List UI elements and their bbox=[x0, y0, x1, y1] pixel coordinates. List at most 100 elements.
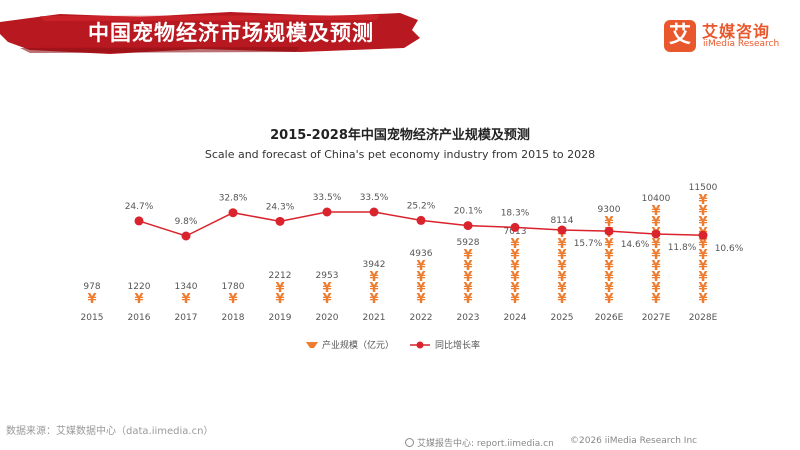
logo-english-name: iiMedia Research bbox=[703, 39, 780, 49]
legend-bar-label: 产业规模（亿元） bbox=[322, 339, 394, 351]
x-axis-tick-label: 2022 bbox=[410, 313, 433, 323]
legend-line-marker bbox=[416, 341, 424, 349]
bar-symbol: ¥ bbox=[463, 259, 472, 274]
bar-symbol: ¥ bbox=[651, 215, 660, 230]
bar-symbol: ¥ bbox=[510, 270, 519, 285]
bar-symbol: ¥ bbox=[698, 215, 707, 230]
growth-rate-label: 11.8% bbox=[668, 243, 697, 253]
page-title: 中国宠物经济市场规模及预测 bbox=[88, 21, 374, 45]
bar-symbol: ¥ bbox=[651, 292, 660, 307]
x-axis-tick-label: 2025 bbox=[551, 313, 574, 323]
bar-symbol: ¥ bbox=[604, 270, 613, 285]
growth-rate-point bbox=[604, 226, 614, 236]
bar-symbol: ¥ bbox=[698, 292, 707, 307]
x-axis-tick-label: 2023 bbox=[457, 313, 480, 323]
growth-rate-label: 15.7% bbox=[574, 239, 603, 249]
bar-symbol: ¥ bbox=[275, 292, 284, 307]
growth-rate-label: 20.1% bbox=[454, 207, 483, 217]
bar-2015: ¥ bbox=[87, 292, 96, 307]
bar-2024: ¥¥¥¥¥¥ bbox=[510, 237, 519, 307]
bar-symbol: ¥ bbox=[416, 281, 425, 296]
copyright: ©2026 iiMedia Research Inc bbox=[570, 436, 698, 446]
bar-symbol: ¥ bbox=[698, 248, 707, 263]
bar-symbol: ¥ bbox=[651, 259, 660, 274]
bar-symbol: ¥ bbox=[510, 281, 519, 296]
bar-symbol: ¥ bbox=[604, 259, 613, 274]
bar-2017: ¥ bbox=[181, 292, 190, 307]
x-axis-tick-label: 2020 bbox=[316, 313, 339, 323]
growth-rate-point bbox=[275, 216, 285, 226]
bar-symbol: ¥ bbox=[181, 292, 190, 307]
bar-symbol: ¥ bbox=[510, 237, 519, 252]
chart-subtitle: Scale and forecast of China's pet econom… bbox=[204, 148, 596, 161]
bar-symbol: ¥ bbox=[275, 281, 284, 296]
growth-rate-point bbox=[510, 222, 520, 232]
bar-symbol: ¥ bbox=[557, 270, 566, 285]
x-axis-tick-label: 2024 bbox=[504, 313, 527, 323]
x-axis-tick-label: 2026E bbox=[595, 313, 624, 323]
bar-2027E: ¥¥¥¥¥¥¥¥¥ bbox=[651, 204, 660, 307]
growth-rate-label: 24.3% bbox=[266, 202, 295, 212]
x-axis-tick-label: 2015 bbox=[81, 313, 104, 323]
report-icon bbox=[405, 438, 414, 447]
legend-line-label: 同比增长率 bbox=[435, 339, 480, 351]
bar-symbol: ¥ bbox=[604, 248, 613, 263]
chart-legend: 产业规模（亿元） 同比增长率 bbox=[306, 339, 480, 351]
growth-rate-point bbox=[134, 216, 144, 226]
bar-2018: ¥ bbox=[228, 292, 237, 307]
bar-symbol: ¥ bbox=[557, 248, 566, 263]
bar-symbol: ¥ bbox=[698, 237, 707, 252]
bar-2028E: ¥¥¥¥¥¥¥¥¥¥ bbox=[698, 193, 707, 307]
growth-rate-point bbox=[181, 231, 191, 241]
bar-symbol: ¥ bbox=[463, 248, 472, 263]
bar-symbol: ¥ bbox=[698, 204, 707, 219]
bar-symbol: ¥ bbox=[369, 270, 378, 285]
bar-symbol: ¥ bbox=[463, 281, 472, 296]
bar-symbol: ¥ bbox=[651, 281, 660, 296]
bar-symbol: ¥ bbox=[510, 259, 519, 274]
bar-value-label: 978 bbox=[83, 282, 100, 292]
growth-rate-point bbox=[463, 221, 473, 231]
growth-rate-point bbox=[369, 207, 379, 217]
bar-symbol: ¥ bbox=[87, 292, 96, 307]
bar-symbol: ¥ bbox=[604, 281, 613, 296]
growth-rate-point bbox=[322, 207, 332, 217]
bar-value-label: 1220 bbox=[128, 282, 151, 292]
bar-value-label: 4936 bbox=[410, 249, 433, 259]
bar-symbol: ¥ bbox=[557, 281, 566, 296]
bar-symbol: ¥ bbox=[557, 237, 566, 252]
bar-symbol: ¥ bbox=[510, 248, 519, 263]
bar-symbol: ¥ bbox=[698, 259, 707, 274]
growth-rate-point bbox=[416, 215, 426, 225]
bar-symbol: ¥ bbox=[134, 292, 143, 307]
x-axis-tick-label: 2028E bbox=[689, 313, 718, 323]
growth-rate-label: 14.6% bbox=[621, 240, 650, 250]
iimedia-logo: 艾 艾媒咨询 iiMedia Research bbox=[664, 16, 792, 56]
bar-symbol: ¥ bbox=[369, 281, 378, 296]
growth-rate-label: 10.6% bbox=[715, 244, 744, 254]
x-axis-tick-label: 2027E bbox=[642, 313, 671, 323]
report-site-link[interactable]: 艾媒报告中心: report.iimedia.cn bbox=[405, 436, 554, 449]
bar-symbol: ¥ bbox=[604, 292, 613, 307]
bar-symbol: ¥ bbox=[322, 281, 331, 296]
growth-rate-label: 33.5% bbox=[360, 193, 389, 203]
growth-rate-label: 32.8% bbox=[219, 194, 248, 204]
bar-2019: ¥¥ bbox=[275, 281, 284, 307]
bar-symbol: ¥ bbox=[322, 292, 331, 307]
bar-symbol: ¥ bbox=[557, 259, 566, 274]
bar-symbol: ¥ bbox=[557, 292, 566, 307]
bar-symbol: ¥ bbox=[369, 292, 378, 307]
bar-symbol: ¥ bbox=[651, 270, 660, 285]
bar-symbol: ¥ bbox=[698, 281, 707, 296]
report-site-text: 艾媒报告中心: report.iimedia.cn bbox=[417, 439, 554, 449]
growth-rate-label: 18.3% bbox=[501, 208, 530, 218]
bar-value-label: 7013 bbox=[504, 227, 527, 237]
bar-2023: ¥¥¥¥¥ bbox=[463, 248, 472, 307]
bar-symbol: ¥ bbox=[698, 270, 707, 285]
bar-value-label: 11500 bbox=[689, 183, 718, 193]
growth-rate-label: 9.8% bbox=[175, 217, 198, 227]
bar-2025: ¥¥¥¥¥¥¥ bbox=[557, 226, 566, 307]
bar-2022: ¥¥¥¥ bbox=[416, 259, 425, 307]
bar-symbol: ¥ bbox=[651, 204, 660, 219]
